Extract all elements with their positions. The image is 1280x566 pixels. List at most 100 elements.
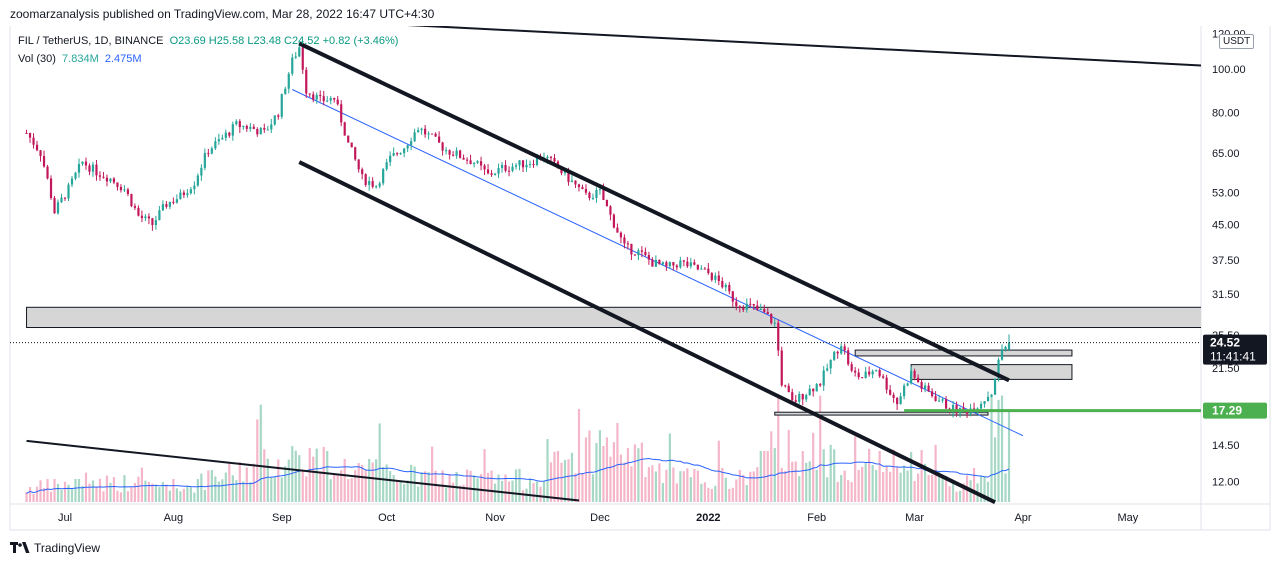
candle-body xyxy=(616,227,619,233)
candle-body xyxy=(549,156,553,159)
tradingview-logo-icon xyxy=(10,542,30,553)
candle-body xyxy=(256,129,259,135)
candle-body xyxy=(682,260,685,262)
volume-bar xyxy=(896,467,899,502)
candle-body xyxy=(560,168,563,174)
candle-body xyxy=(899,396,902,405)
volume-label[interactable]: Vol (30) xyxy=(18,53,56,65)
volume-bar xyxy=(972,467,976,502)
currency-badge[interactable]: USDT xyxy=(1219,34,1255,49)
volume-bar xyxy=(563,459,567,502)
trendline xyxy=(406,26,1201,67)
volume-bar xyxy=(570,452,574,502)
candle-body xyxy=(997,359,1000,379)
volume-bar xyxy=(434,470,437,502)
candle-body xyxy=(979,403,983,409)
candle-body xyxy=(434,133,437,137)
candle-body xyxy=(766,312,769,314)
volume-ma-line xyxy=(26,457,1010,494)
volume-bar xyxy=(731,487,734,502)
candle-body xyxy=(189,189,192,194)
candle-body xyxy=(382,169,385,184)
price-zone xyxy=(854,349,1073,357)
price-axis[interactable]: 120.00100.0080.0065.0053.0045.0037.5031.… xyxy=(1212,29,1246,489)
volume-bar xyxy=(637,448,640,502)
volume-bar xyxy=(266,458,269,502)
footer-brand: TradingView xyxy=(10,541,100,555)
volume-bar xyxy=(46,479,49,502)
volume-bar xyxy=(203,489,206,502)
candle-body xyxy=(224,132,227,138)
candle-body xyxy=(794,400,797,402)
volume-bar xyxy=(777,395,780,502)
volume-bar xyxy=(137,476,140,502)
time-axis[interactable]: Jul Aug Sep Oct Nov Dec 2022 Feb Mar Apr May xyxy=(58,512,1139,524)
volume-bar xyxy=(493,483,497,502)
candle-body xyxy=(689,262,692,267)
volume-bar xyxy=(665,469,668,502)
regression-line xyxy=(292,89,1024,437)
candle-body xyxy=(35,144,39,151)
candle-body xyxy=(322,96,325,102)
candle-body xyxy=(630,243,633,255)
candle-body xyxy=(532,164,535,166)
volume-bar xyxy=(633,444,637,502)
volume-bar xyxy=(448,473,451,502)
candle-body xyxy=(745,303,748,310)
candle-body xyxy=(647,255,650,260)
volume-bar xyxy=(49,491,53,502)
candle-body xyxy=(930,391,934,397)
volume-bar xyxy=(245,467,248,502)
candle-body xyxy=(357,159,360,170)
volume-bar xyxy=(979,476,983,502)
candle-body xyxy=(903,385,906,397)
symbol-name[interactable]: FIL / TetherUS, 1D, BINANCE xyxy=(18,35,164,47)
volume-bar xyxy=(301,469,304,502)
volume-bar xyxy=(521,490,525,502)
candle-body xyxy=(735,301,738,307)
candle-body xyxy=(868,371,871,375)
volume-bar xyxy=(528,478,532,502)
volume-bar xyxy=(850,482,853,502)
candle-body xyxy=(951,405,955,412)
volume-bar xyxy=(829,444,832,502)
volume-bar xyxy=(1004,473,1007,502)
volume-bar xyxy=(693,468,696,502)
volume-bar xyxy=(389,471,392,502)
candle-body xyxy=(819,384,822,386)
volume-bar xyxy=(903,465,906,502)
candle-body xyxy=(479,161,483,166)
candle-body xyxy=(137,207,140,216)
volume-bar xyxy=(95,486,98,502)
volume-bar xyxy=(60,489,63,502)
volume-bar xyxy=(25,492,28,502)
volume-bar xyxy=(165,484,168,502)
candle-body xyxy=(53,197,56,214)
candle-body xyxy=(588,192,591,199)
candle-body xyxy=(944,399,948,409)
volume-bar xyxy=(700,483,703,502)
volume-bar xyxy=(182,488,185,502)
candle-body xyxy=(389,155,392,163)
volume-bar xyxy=(861,466,864,502)
candle-body xyxy=(158,210,161,221)
volume-bar xyxy=(735,479,738,502)
volume-bar xyxy=(805,462,808,502)
volume-bar xyxy=(396,481,399,502)
candle-body xyxy=(451,154,455,156)
candle-body xyxy=(805,395,808,400)
volume-bar xyxy=(53,478,56,502)
volume-bar xyxy=(647,467,650,502)
volume-bar xyxy=(172,478,175,502)
volume-bar xyxy=(479,474,483,502)
candle-body xyxy=(123,189,126,191)
volume-bar xyxy=(179,491,182,502)
channel-upper-line xyxy=(298,41,1010,383)
volume-bar xyxy=(465,469,469,502)
drawing-lines xyxy=(26,26,1201,504)
candle-body xyxy=(343,122,346,136)
candle-body xyxy=(546,156,549,159)
volume-bar xyxy=(983,476,986,502)
candle-body xyxy=(378,183,381,187)
